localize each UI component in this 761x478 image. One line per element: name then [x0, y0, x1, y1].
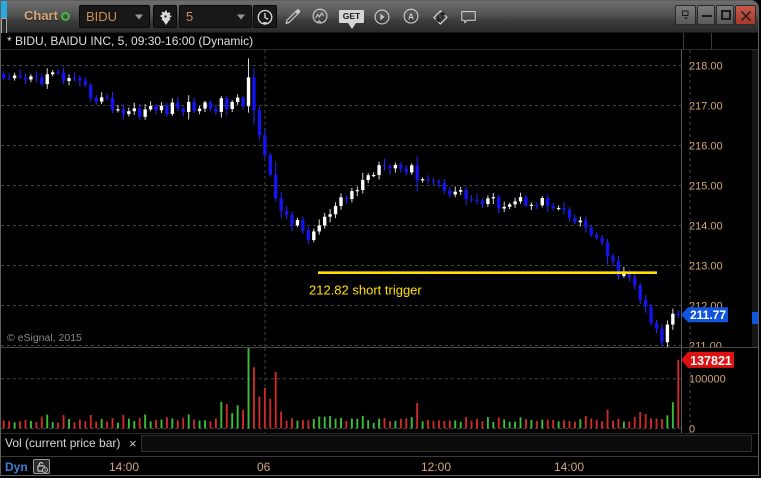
- svg-text:100000: 100000: [689, 374, 726, 386]
- svg-text:217.00: 217.00: [689, 101, 723, 113]
- svg-text:213.00: 213.00: [689, 261, 723, 273]
- svg-text:211.77: 211.77: [690, 308, 726, 322]
- svg-text:137821: 137821: [690, 354, 732, 368]
- svg-text:218.00: 218.00: [689, 61, 723, 73]
- svg-text:215.00: 215.00: [689, 181, 723, 193]
- svg-text:A: A: [408, 12, 414, 22]
- svg-text:© eSignal, 2015: © eSignal, 2015: [7, 332, 82, 344]
- svg-text:214.00: 214.00: [689, 221, 723, 233]
- svg-text:216.00: 216.00: [689, 141, 723, 153]
- svg-text:212.82 short trigger: 212.82 short trigger: [309, 283, 422, 298]
